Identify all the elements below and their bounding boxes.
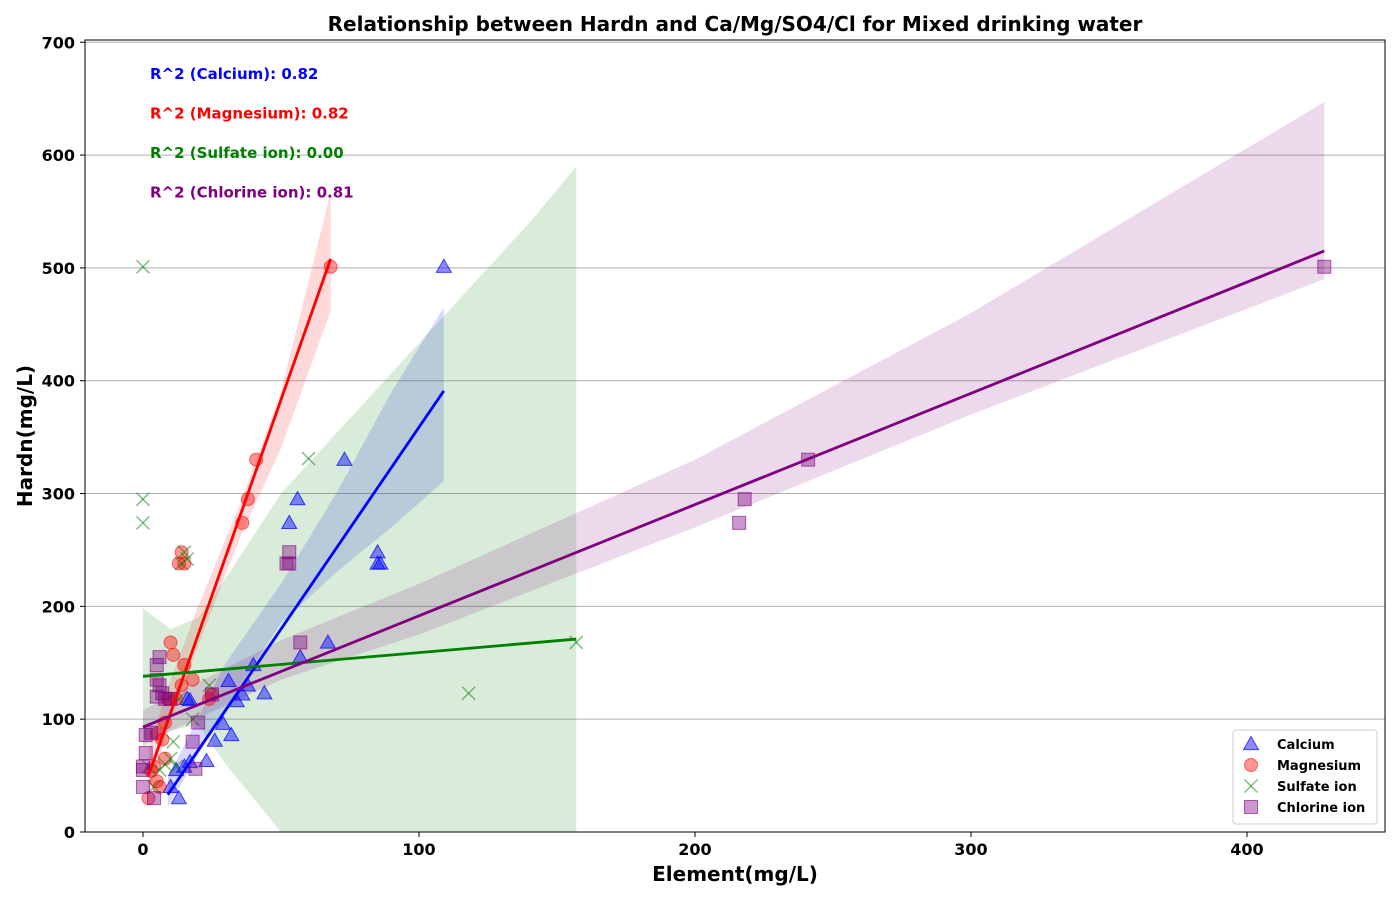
- legend: Calcium Magnesium Sulfate ion Chlorine ion: [1232, 729, 1378, 825]
- legend-label-magnesium: Magnesium: [1277, 759, 1361, 774]
- data-point-calcium: [371, 554, 389, 570]
- legend-marker-magnesium: [1244, 758, 1258, 772]
- regression-lines: [142, 249, 1325, 796]
- x-axis-label: Element(mg/L): [652, 862, 818, 886]
- confidence-band-chlorine-ion: [142, 102, 1325, 745]
- confidence-band-calcium: [167, 307, 444, 808]
- data-point-chlorine-ion: [282, 556, 297, 571]
- data-point-calcium: [220, 672, 237, 687]
- data-point-magnesium: [163, 635, 178, 650]
- y-axis-label: Hardn(mg/L): [13, 365, 37, 507]
- data-point-magnesium: [185, 672, 200, 687]
- data-point-chlorine-ion: [737, 492, 752, 507]
- r-squared-labels: R^2 (Calcium): 0.82 R^2 (Magnesium): 0.82…: [150, 65, 354, 202]
- grid-lines: [85, 41, 1385, 720]
- x-tick-label: 100: [402, 840, 435, 859]
- data-point-calcium: [170, 789, 188, 805]
- r-squared-label-magnesium: R^2 (Magnesium): 0.82: [150, 105, 349, 123]
- data-point-calcium: [206, 732, 224, 747]
- data-point-calcium: [319, 633, 337, 649]
- data-point-chlorine-ion: [144, 725, 159, 740]
- legend-marker-sulfate-ion: [1243, 778, 1259, 794]
- data-point-chlorine-ion: [138, 727, 153, 742]
- regression-line-calcium: [166, 390, 445, 796]
- data-point-calcium: [289, 490, 306, 506]
- data-point-sulfate-ion: [301, 451, 316, 466]
- x-tick-label: 300: [954, 840, 987, 859]
- x-tick-label: 0: [137, 840, 148, 859]
- data-point-chlorine-ion: [732, 515, 747, 530]
- legend-box: [1232, 729, 1378, 825]
- data-point-chlorine-ion: [138, 746, 153, 761]
- data-point-sulfate-ion: [169, 759, 184, 774]
- confidence-band-sulfate-ion: [142, 166, 577, 832]
- data-point-chlorine-ion: [152, 650, 167, 665]
- legend-label-sulfate-ion: Sulfate ion: [1277, 780, 1357, 795]
- data-points: [135, 258, 1332, 806]
- data-point-sulfate-ion: [461, 686, 476, 701]
- r-squared-label-calcium: R^2 (Calcium): 0.82: [150, 65, 318, 83]
- legend-label-calcium: Calcium: [1277, 738, 1335, 753]
- data-point-sulfate-ion: [202, 678, 217, 693]
- y-tick-label: 700: [42, 33, 75, 52]
- data-point-calcium: [214, 715, 232, 730]
- x-tick-label: 400: [1230, 840, 1263, 859]
- y-tick-label: 200: [42, 597, 75, 616]
- confidence-bands: [142, 102, 1325, 832]
- data-point-sulfate-ion: [135, 515, 150, 530]
- r-squared-label-sulfate-ion: R^2 (Sulfate ion): 0.00: [150, 144, 344, 162]
- x-tick-label: 200: [678, 840, 711, 859]
- data-point-magnesium: [177, 556, 192, 571]
- y-tick-label: 400: [42, 372, 75, 391]
- chart-title: Relationship between Hardn and Ca/Mg/SO4…: [328, 12, 1143, 36]
- data-point-magnesium: [174, 545, 189, 560]
- data-point-chlorine-ion: [135, 759, 150, 774]
- regression-line-sulfate-ion: [142, 637, 577, 678]
- data-point-calcium: [198, 752, 215, 768]
- axis-ticks: 0 100 200 300 400 500 600 700 0 100 200 300 400: [42, 33, 1264, 859]
- data-point-calcium: [280, 514, 298, 529]
- legend-marker-calcium: [1242, 735, 1260, 751]
- y-tick-label: 300: [42, 485, 75, 504]
- legend-marker-chlorine-ion: [1244, 800, 1258, 814]
- data-point-sulfate-ion: [135, 259, 150, 274]
- data-point-sulfate-ion: [185, 712, 200, 727]
- data-point-calcium: [336, 451, 353, 466]
- data-point-sulfate-ion: [166, 734, 181, 749]
- data-point-chlorine-ion: [1317, 259, 1332, 274]
- data-point-chlorine-ion: [185, 734, 200, 749]
- data-point-magnesium: [166, 647, 181, 662]
- plot-frame: [84, 39, 1386, 833]
- regression-line-chlorine-ion: [142, 249, 1325, 729]
- y-tick-label: 600: [42, 146, 75, 165]
- data-point-chlorine-ion: [191, 715, 206, 730]
- data-point-calcium: [181, 691, 199, 707]
- data-point-calcium: [369, 543, 386, 559]
- data-point-calcium: [222, 726, 240, 742]
- data-point-sulfate-ion: [135, 492, 150, 507]
- y-tick-label: 0: [64, 823, 75, 842]
- data-point-chlorine-ion: [147, 791, 162, 806]
- y-tick-label: 100: [42, 710, 75, 729]
- data-point-sulfate-ion: [163, 751, 178, 766]
- data-point-chlorine-ion: [135, 779, 150, 794]
- y-tick-label: 500: [42, 259, 75, 278]
- regression-line-magnesium: [147, 258, 332, 777]
- data-point-calcium: [256, 684, 273, 700]
- data-point-chlorine-ion: [282, 545, 297, 560]
- r-squared-label-chlorine-ion: R^2 (Chlorine ion): 0.81: [150, 184, 354, 202]
- data-point-calcium: [435, 258, 453, 273]
- legend-label-chlorine-ion: Chlorine ion: [1277, 801, 1365, 816]
- data-point-chlorine-ion: [293, 635, 308, 650]
- data-point-sulfate-ion: [180, 551, 195, 567]
- data-point-chlorine-ion: [188, 761, 203, 776]
